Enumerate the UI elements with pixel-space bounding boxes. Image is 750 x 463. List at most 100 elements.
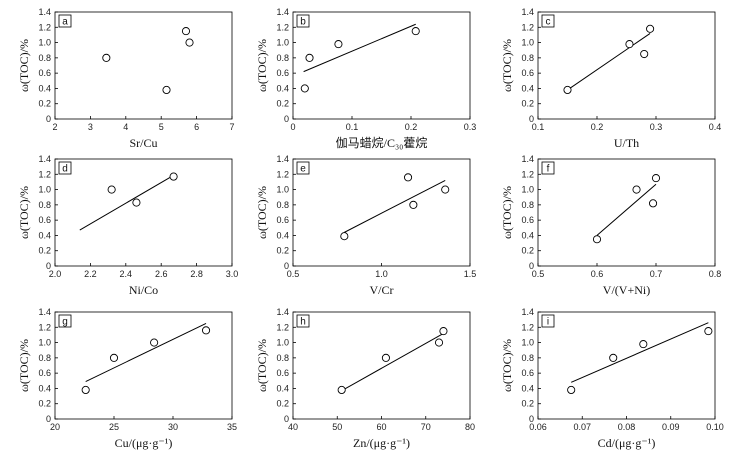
data-point [201,326,211,335]
data-point [640,49,649,59]
x-tick-label: 30 [168,422,178,432]
data-point [563,85,572,95]
y-axis-title: ω(TOC)/% [255,39,269,92]
y-tick-label: 0.8 [276,53,289,63]
x-tick-label: 0.10 [706,422,724,432]
y-tick-label: 1.4 [276,7,289,17]
y-tick-label: 0.4 [38,230,51,240]
y-tick-label: 0.8 [38,353,51,363]
x-tick-label: 0.09 [662,422,680,432]
data-point [102,53,111,62]
trend-line [344,179,446,233]
data-point [334,40,343,49]
data-point [162,85,171,95]
x-tick-label: 0.1 [346,122,359,132]
y-tick-label: 0.6 [521,68,534,78]
x-axis-title: Cd/(μg·g⁻¹) [598,436,656,450]
plot-frame [54,158,233,267]
panel-label-text: d [62,164,68,175]
y-tick-label: 0.4 [38,383,51,393]
x-tick-label: 2.4 [120,269,133,279]
y-tick-label: 1.0 [276,38,289,48]
x-tick-label: 0.8 [709,269,722,279]
data-point [305,53,314,62]
data-point [81,385,90,395]
data-point [632,185,641,194]
panel-a: a 2 3 4 5 6 7 0 0.2 0.4 0.6 0.8 1.0 1.2 1.4 Sr/Cu ω(TOC)… [17,7,235,150]
x-axis-title: 伽马蜡烷/C₃₀藿烷 [336,135,428,150]
y-tick-label: 1.2 [521,169,534,179]
plot-frame [54,311,233,420]
y-tick-label: 0.2 [276,99,289,109]
plot-frame [292,158,471,267]
y-tick-label: 1.2 [276,322,289,332]
plot-frame [537,11,716,120]
data-point [592,235,602,244]
y-tick-label: 0 [46,414,51,424]
panel-label-text: i [547,317,549,328]
data-point [337,385,346,395]
y-tick-label: 0.8 [38,200,51,210]
x-tick-label: 0.5 [287,269,300,279]
y-tick-label: 0.8 [521,200,534,210]
panel-label: d [58,161,72,175]
x-tick-label: 0.5 [532,269,545,279]
y-tick-label: 0.6 [276,68,289,78]
panel-label: e [296,161,310,175]
panel-label: a [58,14,72,28]
y-tick-label: 0.4 [276,83,289,93]
trend-line [341,332,444,392]
y-tick-label: 0.6 [38,215,51,225]
y-tick-label: 1.4 [276,307,289,317]
x-tick-label: 0.6 [591,269,604,279]
panel-c: c 0.1 0.2 0.3 0.4 0 0.2 0.4 0.6 0.8 1.0 1.2 1.4 U/Th ω… [500,7,721,150]
panel-label-box [296,14,310,28]
y-tick-label: 1.0 [276,338,289,348]
y-tick-label: 0.4 [521,383,534,393]
x-axis-title: Ni/Co [129,283,158,297]
y-axis-title: ω(TOC)/% [255,339,269,392]
x-axis-title: V/(V+Ni) [603,283,650,297]
y-tick-label: 1.2 [521,22,534,32]
panel-label-box [541,14,555,28]
y-tick-label: 0.6 [276,368,289,378]
x-tick-label: 6 [194,122,199,132]
y-tick-label: 1.0 [38,185,51,195]
y-tick-label: 1.2 [521,322,534,332]
y-tick-label: 0.8 [521,353,534,363]
panel-label: h [296,314,310,328]
y-tick-label: 1.4 [38,154,51,164]
data-point [625,40,634,49]
y-tick-label: 1.2 [38,22,51,32]
x-axis-title: Zn/(μg·g⁻¹) [353,436,410,450]
x-tick-label: 2.0 [49,269,62,279]
data-point [649,199,658,208]
panel-label-text: g [62,317,68,328]
panel-label-box [58,161,72,175]
data-point [381,353,390,362]
y-tick-label: 0.2 [521,246,534,256]
x-tick-label: 0.2 [591,122,604,132]
x-tick-label: 0.2 [405,122,418,132]
y-tick-label: 0.2 [38,399,51,409]
trend-line [85,323,207,383]
panel-label-text: a [62,17,68,28]
y-tick-label: 0 [529,114,534,124]
x-tick-label: 0.1 [532,122,545,132]
y-tick-label: 0.4 [276,383,289,393]
panel-f: f 0.5 0.6 0.7 0.8 0 0.2 0.4 0.6 0.8 1.0 1.2 1.4 V/(V+… [500,154,721,297]
data-point [181,27,191,36]
y-axis-title: ω(TOC)/% [500,339,514,392]
panel-label-box [58,314,72,328]
y-tick-label: 1.4 [521,7,534,17]
plot-frame [54,11,233,120]
x-tick-label: 70 [421,422,431,432]
y-tick-label: 1.0 [521,38,534,48]
x-tick-label: 0.08 [618,422,636,432]
y-tick-label: 0.8 [521,53,534,63]
panel-label: f [541,161,555,175]
x-tick-label: 2.8 [190,269,203,279]
y-tick-label: 0 [284,114,289,124]
data-point [107,185,116,194]
